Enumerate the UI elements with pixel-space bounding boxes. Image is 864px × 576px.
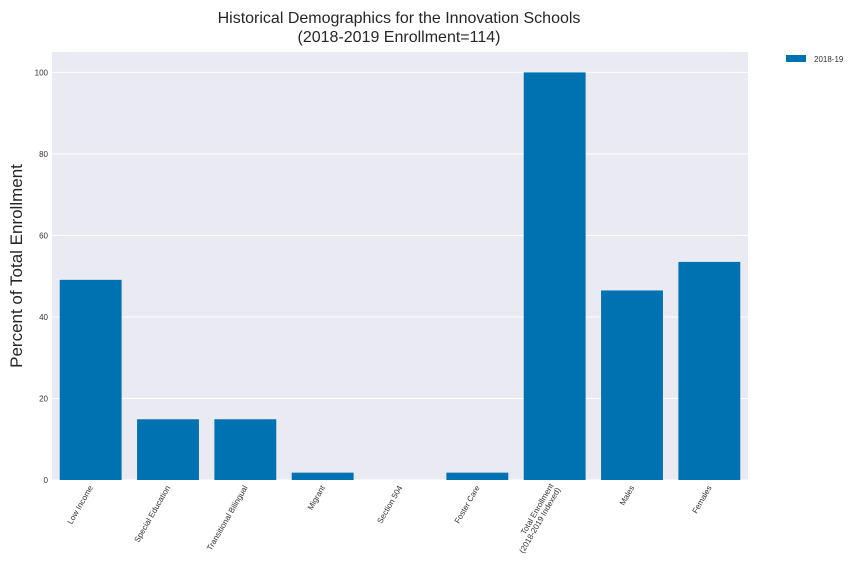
bar-1 — [137, 419, 199, 480]
y-tick-label: 0 — [44, 476, 49, 485]
x-tick-label-line: Migrant — [306, 483, 328, 511]
bar-7 — [601, 290, 663, 480]
x-tick-label: Total Enrollment(2018-2019 Indexed) — [518, 481, 563, 555]
x-tick-label-line: Females — [691, 484, 714, 515]
bar-2 — [214, 419, 277, 480]
x-tick-label: Females — [691, 484, 714, 515]
y-tick-label: 60 — [39, 231, 48, 240]
x-tick-label: Migrant — [306, 483, 328, 511]
bar-8 — [678, 261, 741, 480]
legend-label-2018-19: 2018-19 — [814, 55, 844, 64]
bar-0 — [59, 279, 122, 480]
bars — [59, 72, 741, 480]
y-tick-label: 20 — [39, 394, 48, 403]
x-tick-label: Transitional Bilingual — [205, 484, 250, 552]
x-tick-label-line: Transitional Bilingual — [205, 484, 250, 552]
x-tick-label: Foster Care — [453, 484, 482, 526]
x-tick-label: Males — [618, 484, 636, 507]
bar-3 — [291, 472, 354, 480]
x-tick-label-line: Section 504 — [375, 484, 404, 526]
x-tick-label: Low Income — [66, 484, 96, 526]
chart-title-line-1: Historical Demographics for the Innovati… — [217, 10, 581, 27]
legend: 2018-19 — [786, 55, 844, 64]
x-tick-label-line: Low Income — [66, 484, 96, 526]
x-axis: Low Income Special Education Transitional … — [66, 481, 714, 555]
x-tick-label: Special Education — [133, 484, 173, 544]
bar-5 — [446, 472, 509, 480]
chart-title: Historical Demographics for the Innovati… — [50, 9, 748, 47]
y-axis: 0 20 40 60 80 100 — [35, 68, 49, 485]
bar-6 — [523, 72, 586, 480]
y-tick-label: 100 — [35, 68, 49, 77]
y-tick-label: 80 — [39, 150, 48, 159]
chart-title-line-2: (2018-2019 Enrollment=114) — [297, 29, 501, 46]
x-tick-label: Section 504 — [375, 484, 404, 526]
x-tick-label-line: Males — [618, 484, 636, 507]
legend-swatch-2018-19 — [786, 55, 806, 62]
y-tick-label: 40 — [39, 313, 48, 322]
y-axis-label: Percent of Total Enrollment — [7, 164, 26, 368]
x-tick-label-line: Foster Care — [453, 484, 482, 526]
x-tick-label-line: Special Education — [133, 484, 173, 544]
